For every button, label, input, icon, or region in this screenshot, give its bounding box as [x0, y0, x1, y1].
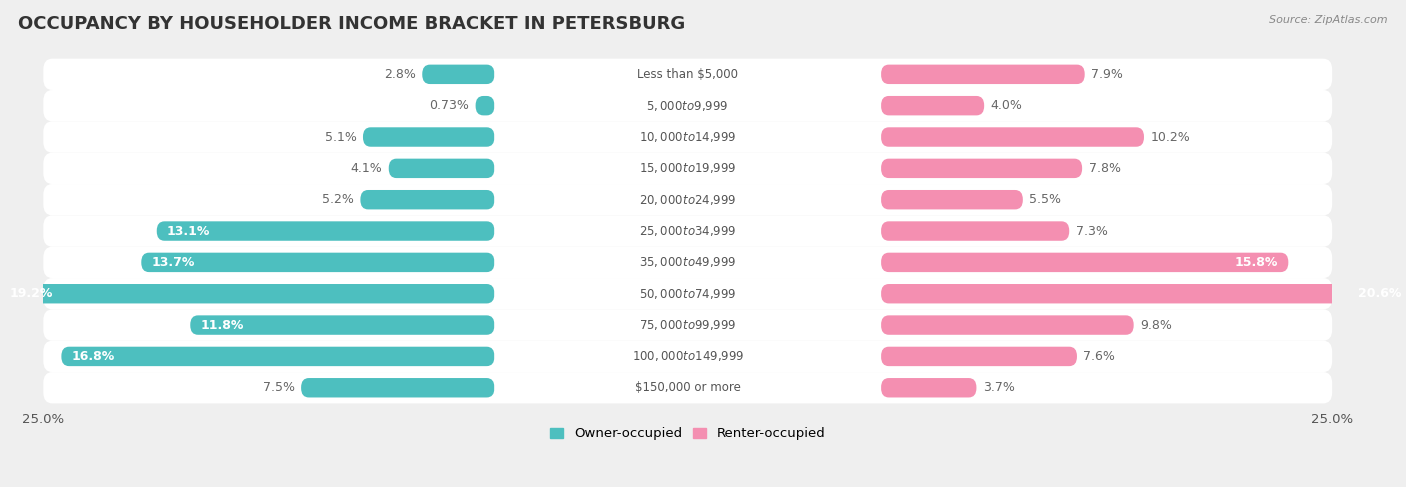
Text: $100,000 to $149,999: $100,000 to $149,999: [631, 349, 744, 363]
FancyBboxPatch shape: [190, 316, 495, 335]
FancyBboxPatch shape: [882, 253, 1288, 272]
Text: $25,000 to $34,999: $25,000 to $34,999: [638, 224, 737, 238]
FancyBboxPatch shape: [495, 284, 882, 303]
FancyBboxPatch shape: [882, 159, 1083, 178]
Text: $15,000 to $19,999: $15,000 to $19,999: [638, 161, 737, 175]
Text: 7.6%: 7.6%: [1084, 350, 1115, 363]
Text: $75,000 to $99,999: $75,000 to $99,999: [638, 318, 737, 332]
Text: 5.1%: 5.1%: [325, 131, 357, 144]
FancyBboxPatch shape: [44, 215, 1331, 247]
FancyBboxPatch shape: [156, 221, 495, 241]
FancyBboxPatch shape: [882, 190, 1022, 209]
FancyBboxPatch shape: [44, 90, 1331, 121]
Text: $5,000 to $9,999: $5,000 to $9,999: [647, 99, 728, 112]
Text: $50,000 to $74,999: $50,000 to $74,999: [638, 287, 737, 301]
FancyBboxPatch shape: [495, 253, 882, 272]
FancyBboxPatch shape: [495, 65, 882, 84]
Text: 20.6%: 20.6%: [1358, 287, 1402, 300]
Text: 9.8%: 9.8%: [1140, 318, 1173, 332]
Text: 7.3%: 7.3%: [1076, 225, 1108, 238]
Text: 5.5%: 5.5%: [1029, 193, 1062, 206]
Text: 2.8%: 2.8%: [384, 68, 416, 81]
FancyBboxPatch shape: [44, 184, 1331, 215]
Text: 13.7%: 13.7%: [152, 256, 195, 269]
Text: 5.2%: 5.2%: [322, 193, 354, 206]
Text: 11.8%: 11.8%: [201, 318, 245, 332]
FancyBboxPatch shape: [495, 159, 882, 178]
Text: $150,000 or more: $150,000 or more: [634, 381, 741, 394]
Text: 7.9%: 7.9%: [1091, 68, 1123, 81]
FancyBboxPatch shape: [360, 190, 495, 209]
FancyBboxPatch shape: [44, 309, 1331, 341]
Text: 7.8%: 7.8%: [1088, 162, 1121, 175]
FancyBboxPatch shape: [495, 347, 882, 366]
FancyBboxPatch shape: [495, 127, 882, 147]
FancyBboxPatch shape: [301, 378, 495, 397]
Text: 0.73%: 0.73%: [429, 99, 470, 112]
Text: 13.1%: 13.1%: [167, 225, 211, 238]
FancyBboxPatch shape: [388, 159, 495, 178]
Text: $10,000 to $14,999: $10,000 to $14,999: [638, 130, 737, 144]
FancyBboxPatch shape: [882, 378, 976, 397]
FancyBboxPatch shape: [882, 221, 1069, 241]
FancyBboxPatch shape: [422, 65, 495, 84]
FancyBboxPatch shape: [882, 284, 1406, 303]
Text: $35,000 to $49,999: $35,000 to $49,999: [638, 255, 737, 269]
FancyBboxPatch shape: [44, 372, 1331, 403]
FancyBboxPatch shape: [495, 316, 882, 335]
FancyBboxPatch shape: [0, 284, 495, 303]
FancyBboxPatch shape: [44, 121, 1331, 153]
Text: 16.8%: 16.8%: [72, 350, 115, 363]
Text: 10.2%: 10.2%: [1150, 131, 1191, 144]
FancyBboxPatch shape: [44, 58, 1331, 90]
Text: Source: ZipAtlas.com: Source: ZipAtlas.com: [1270, 15, 1388, 25]
Text: Less than $5,000: Less than $5,000: [637, 68, 738, 81]
FancyBboxPatch shape: [44, 278, 1331, 309]
Text: 19.2%: 19.2%: [10, 287, 53, 300]
FancyBboxPatch shape: [495, 96, 882, 115]
FancyBboxPatch shape: [495, 221, 882, 241]
FancyBboxPatch shape: [882, 127, 1144, 147]
FancyBboxPatch shape: [44, 153, 1331, 184]
FancyBboxPatch shape: [141, 253, 495, 272]
Text: 3.7%: 3.7%: [983, 381, 1015, 394]
FancyBboxPatch shape: [44, 247, 1331, 278]
FancyBboxPatch shape: [62, 347, 495, 366]
Text: 7.5%: 7.5%: [263, 381, 295, 394]
FancyBboxPatch shape: [882, 347, 1077, 366]
FancyBboxPatch shape: [495, 190, 882, 209]
Text: 4.0%: 4.0%: [991, 99, 1022, 112]
Text: OCCUPANCY BY HOUSEHOLDER INCOME BRACKET IN PETERSBURG: OCCUPANCY BY HOUSEHOLDER INCOME BRACKET …: [18, 15, 686, 33]
FancyBboxPatch shape: [882, 96, 984, 115]
FancyBboxPatch shape: [475, 96, 495, 115]
FancyBboxPatch shape: [44, 341, 1331, 372]
FancyBboxPatch shape: [495, 378, 882, 397]
FancyBboxPatch shape: [882, 316, 1133, 335]
FancyBboxPatch shape: [882, 65, 1084, 84]
FancyBboxPatch shape: [363, 127, 495, 147]
Text: 4.1%: 4.1%: [350, 162, 382, 175]
Text: 15.8%: 15.8%: [1234, 256, 1278, 269]
Legend: Owner-occupied, Renter-occupied: Owner-occupied, Renter-occupied: [550, 428, 825, 440]
Text: $20,000 to $24,999: $20,000 to $24,999: [638, 193, 737, 206]
